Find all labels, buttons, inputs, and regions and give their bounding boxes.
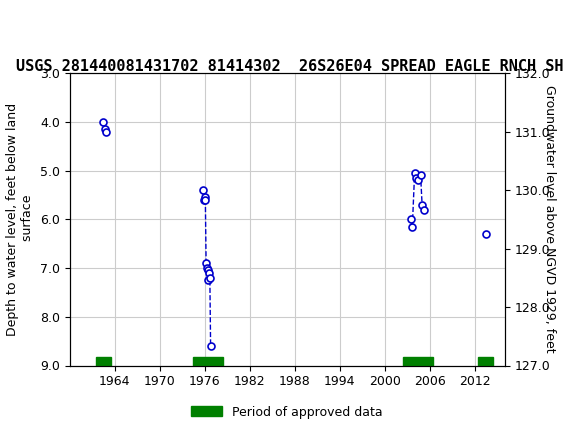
Y-axis label: Depth to water level, feet below land
 surface: Depth to water level, feet below land su… [6, 103, 34, 336]
Text: ▒USGS: ▒USGS [6, 15, 64, 37]
Bar [403, 357, 433, 366]
Legend: Period of approved data: Period of approved data [186, 401, 388, 424]
Bar [96, 357, 111, 366]
Bar [193, 357, 223, 366]
Bar [478, 357, 494, 366]
Y-axis label: Groundwater level above NGVD 1929, feet: Groundwater level above NGVD 1929, feet [543, 86, 556, 353]
Text: USGS 281440081431702 81414302  26S26E04 SPREAD EAGLE RNCH SH: USGS 281440081431702 81414302 26S26E04 S… [16, 59, 564, 74]
